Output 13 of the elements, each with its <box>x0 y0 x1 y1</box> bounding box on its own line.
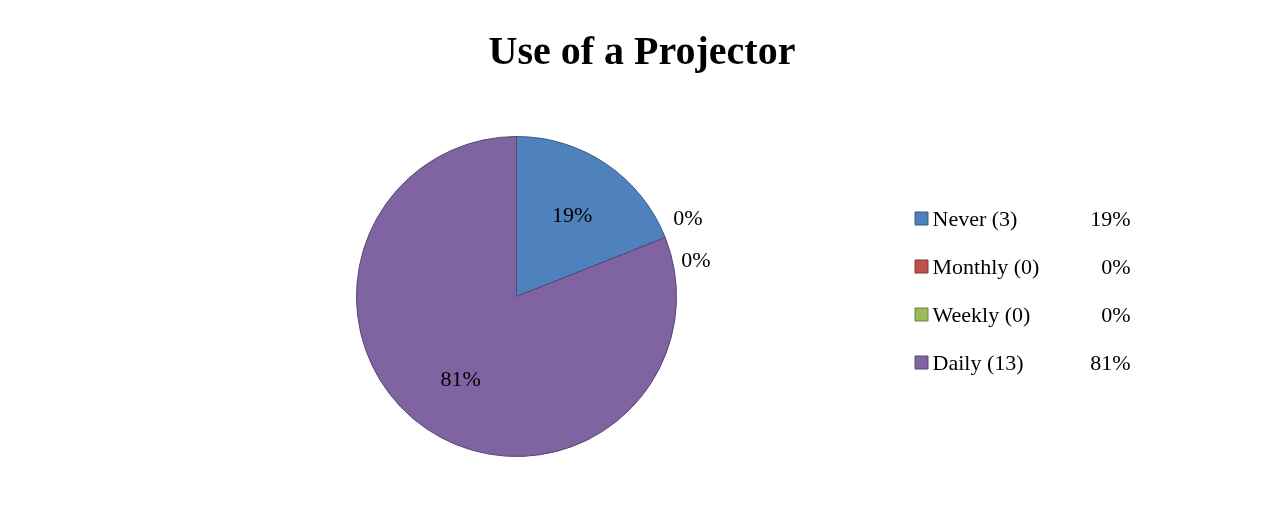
text: 81% <box>1090 350 1131 375</box>
text: 0% <box>681 247 711 273</box>
legend-label: Daily (13) <box>932 350 1024 375</box>
chart-title: Use of a Projector <box>488 28 796 73</box>
legend-label: Monthly (0) <box>932 254 1040 279</box>
legend-label: Never (3) <box>932 206 1018 231</box>
text: 0% <box>1101 302 1131 327</box>
text: 0% <box>673 205 703 231</box>
data-label: 81% <box>440 366 481 392</box>
text: 19% <box>1090 206 1131 231</box>
legend-label: Weekly (0) <box>932 302 1031 327</box>
data-label: 19% <box>552 201 593 227</box>
text: 0% <box>1101 254 1131 279</box>
